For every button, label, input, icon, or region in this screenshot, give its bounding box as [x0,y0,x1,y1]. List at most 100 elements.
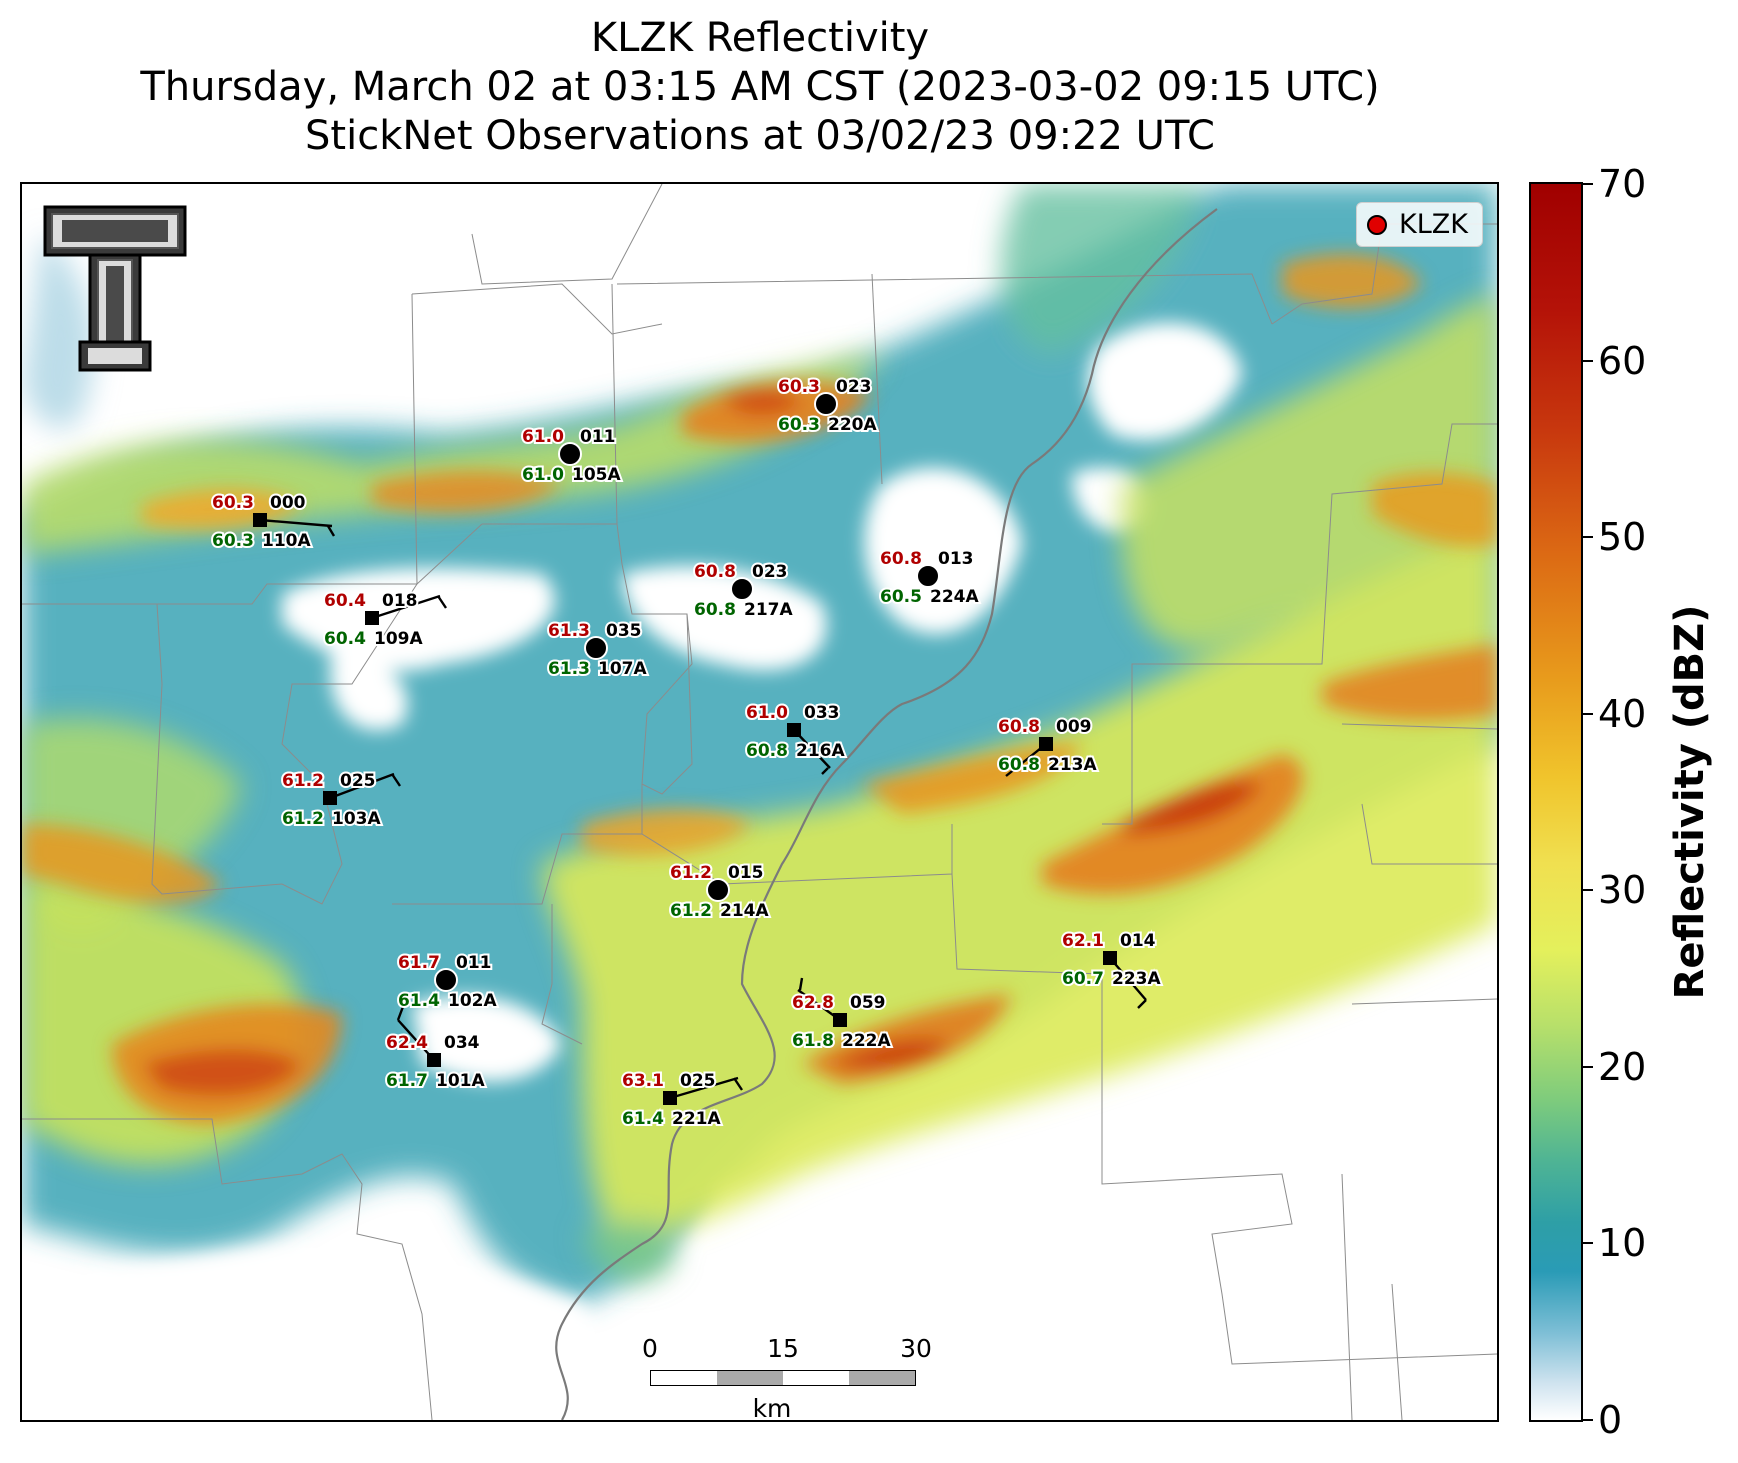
station-plot-224A[interactable]: 60.8 013 60.5 224A [878,547,981,609]
colorbar-tick-mark [1583,889,1593,892]
station-plot-222A[interactable]: 62.8 059 61.8 222A [790,991,893,1053]
station-dewpoint: 61.2 [282,809,324,829]
station-temperature: 60.8 [694,562,736,582]
station-wind-direction: 013 [938,549,974,569]
station-temperature: 61.2 [670,863,712,883]
station-plot-110A[interactable]: 60.3 000 60.3 110A [210,491,313,553]
station-plot-223A[interactable]: 62.1 014 60.7 223A [1060,929,1163,991]
station-temperature: 61.7 [398,953,440,973]
station-name: 110A [262,531,311,551]
station-wind-direction: 035 [606,621,642,641]
station-dewpoint: 61.4 [622,1109,664,1129]
colorbar-tick-label: 50 [1598,515,1647,560]
station-temperature: 63.1 [622,1071,664,1091]
station-plot-217A[interactable]: 60.8 023 60.8 217A [692,560,795,622]
station-marker [558,442,582,466]
reflectivity-core-layer [22,253,1497,1124]
colorbar-tick-label: 20 [1598,1044,1647,1089]
station-plot-220A[interactable]: 60.3 023 60.3 220A [776,375,879,437]
station-plot-103A[interactable]: 61.2 025 61.2 103A [280,769,383,831]
station-temperature: 60.4 [324,591,366,611]
radar-map[interactable]: 60.3 000 60.3 110A 61.0 011 61.0 105A 60.3 023 60.… [20,182,1499,1422]
map-legend: KLZK [1356,202,1483,247]
station-temperature: 61.0 [522,427,564,447]
title-line-1: KLZK Reflectivity [590,15,930,61]
station-temperature: 62.4 [386,1033,428,1053]
station-dewpoint: 61.0 [522,465,564,485]
station-marker [787,723,801,737]
station-wind-direction: 011 [580,427,616,447]
station-wind-direction: 023 [836,377,872,397]
station-plot-214A[interactable]: 61.2 015 61.2 214A [668,861,771,923]
title-block: KLZK Reflectivity Thursday, March 02 at … [0,14,1520,161]
station-plot-109A[interactable]: 60.4 018 60.4 109A [322,589,425,651]
station-marker [1039,737,1053,751]
station-dewpoint: 60.3 [778,415,820,435]
radar-site-dot-icon [1367,214,1388,235]
colorbar-title: Reflectivity (dBZ) [1667,604,1713,1000]
station-wind-direction: 000 [270,493,306,513]
station-wind-direction: 023 [752,562,788,582]
station-temperature: 61.0 [746,703,788,723]
colorbar-tick-label: 30 [1598,868,1647,913]
station-dewpoint: 60.8 [694,600,736,620]
station-dewpoint: 61.4 [398,991,440,1011]
station-wind-direction: 025 [680,1071,716,1091]
station-marker [833,1013,847,1027]
scale-tick-0: 0 [642,1334,658,1363]
clear-air-layer [22,322,1497,1420]
colorbar-tick-mark [1583,359,1593,362]
station-marker [427,1053,441,1067]
station-plot-213A[interactable]: 60.8 009 60.8 213A [996,715,1099,777]
station-plot-101A[interactable]: 62.4 034 61.7 101A [384,1031,487,1093]
station-plot-105A[interactable]: 61.0 011 61.0 105A [520,425,623,487]
reflectivity-colorbar [1529,182,1583,1422]
station-name: 221A [672,1109,721,1129]
station-dewpoint: 60.3 [212,531,254,551]
colorbar-tick-label: 0 [1598,1398,1623,1442]
reflectivity-mid-layer [22,294,1497,1281]
station-name: 214A [720,901,769,921]
station-name: 223A [1112,969,1161,989]
station-name: 109A [374,629,423,649]
title-line-2: Thursday, March 02 at 03:15 AM CST (2023… [140,64,1380,110]
station-dewpoint: 60.8 [998,755,1040,775]
station-dewpoint: 61.7 [386,1071,428,1091]
legend-label: KLZK [1399,209,1468,240]
station-marker [814,392,838,416]
station-name: 216A [796,741,845,761]
station-wind-direction: 059 [850,993,886,1013]
station-marker [730,577,754,601]
colorbar-tick-mark [1583,1242,1593,1245]
title-line-3: StickNet Observations at 03/02/23 09:22 … [305,113,1215,159]
colorbar-tick-mark [1583,1419,1593,1421]
station-temperature: 61.3 [548,621,590,641]
station-name: 103A [332,809,381,829]
station-name: 224A [930,587,979,607]
station-wind-direction: 009 [1056,717,1092,737]
station-dewpoint: 61.2 [670,901,712,921]
station-plot-102A[interactable]: 61.7 011 61.4 102A [396,951,499,1013]
station-dewpoint: 61.8 [792,1031,834,1051]
station-wind-direction: 033 [804,703,840,723]
station-dewpoint: 61.3 [548,659,590,679]
colorbar-tick-mark [1583,1065,1593,1068]
station-plot-107A[interactable]: 61.3 035 61.3 107A [546,619,649,681]
station-plot-216A[interactable]: 61.0 033 60.8 216A [744,701,847,763]
station-name: 105A [572,465,621,485]
station-wind-direction: 034 [444,1033,480,1053]
station-dewpoint: 60.4 [324,629,366,649]
scale-bar-segments [650,1370,916,1386]
station-wind-direction: 015 [728,863,764,883]
colorbar-tick-mark [1583,712,1593,715]
colorbar-tick-label: 60 [1598,338,1647,383]
station-marker [584,636,608,660]
station-temperature: 60.8 [998,717,1040,737]
station-plots: 60.3 000 60.3 110A 61.0 011 61.0 105A 60.3 023 60.… [210,375,1163,1131]
station-plot-221A[interactable]: 63.1 025 61.4 221A [620,1069,723,1131]
station-marker [916,564,940,588]
station-marker [253,513,267,527]
scale-unit: km [752,1394,792,1422]
station-temperature: 60.3 [212,493,254,513]
station-marker [323,791,337,805]
